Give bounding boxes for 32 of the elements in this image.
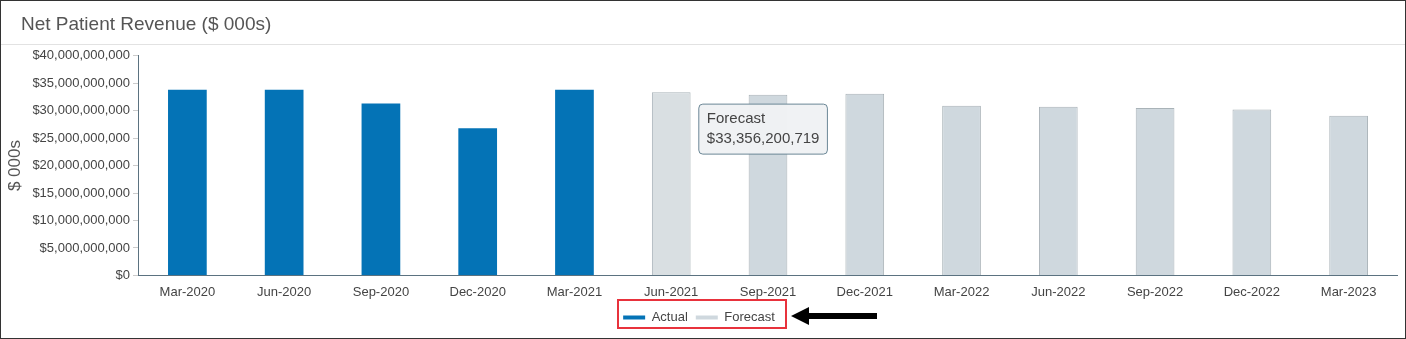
y-tick-label: $35,000,000,000 [32, 74, 130, 90]
x-tick-label: Jun-2020 [257, 283, 312, 299]
x-tick-label: Jun-2022 [1031, 283, 1086, 299]
y-tick-label: $20,000,000,000 [32, 157, 130, 173]
y-tick-label: $10,000,000,000 [32, 212, 130, 228]
bar [458, 128, 498, 275]
bar [168, 89, 207, 275]
x-tick-label: Mar-2020 [159, 283, 216, 299]
bar [264, 89, 304, 275]
legend-label: Actual [651, 309, 688, 325]
x-tick-label: Dec-2022 [1223, 283, 1281, 299]
y-axis-title: $ 000s [4, 140, 24, 192]
bar [555, 89, 594, 275]
x-tick-label: Dec-2021 [836, 283, 893, 299]
y-tick-label: $0 [115, 266, 130, 282]
x-tick-label: Mar-2021 [546, 283, 603, 299]
y-tick-label: $15,000,000,000 [32, 184, 130, 200]
legend-label: Forecast [724, 309, 776, 325]
y-tick-label: $40,000,000,000 [32, 47, 130, 63]
x-tick-label: Sep-2022 [1126, 283, 1184, 299]
x-tick-label: Jun-2021 [644, 283, 699, 299]
x-tick-label: Dec-2020 [449, 283, 506, 299]
chart-title: Net Patient Revenue ($ 000s) [1, 1, 1405, 45]
bar [361, 103, 401, 275]
y-tick-label: $30,000,000,000 [32, 102, 130, 118]
x-tick-label: Sep-2020 [352, 283, 410, 299]
annotation: Forecast $33,356,200,719 [706, 108, 820, 146]
y-tick-label: $5,000,000,000 [39, 239, 130, 255]
x-tick-label: Mar-2022 [933, 283, 990, 299]
x-tick-label: Mar-2023 [1320, 283, 1377, 299]
y-tick-label: $25,000,000,000 [32, 129, 130, 145]
x-tick-label: Sep-2021 [739, 283, 797, 299]
